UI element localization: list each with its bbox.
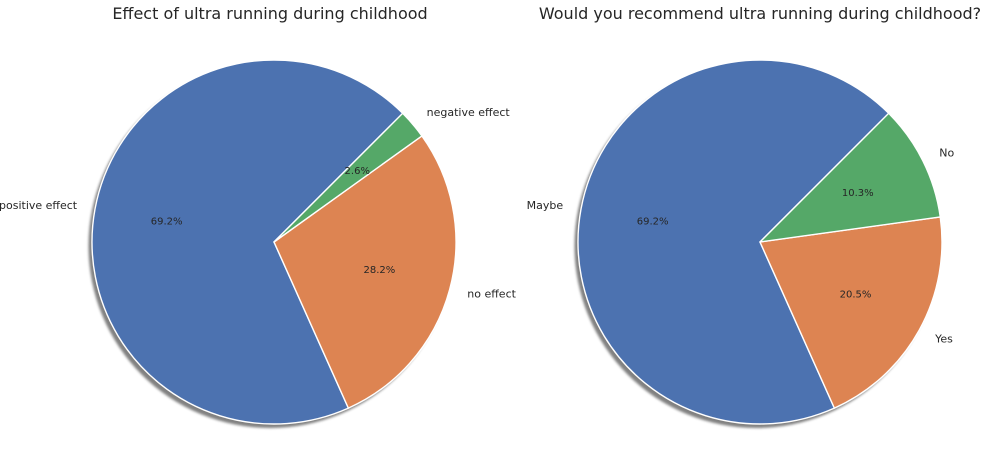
percent-label-maybe: 69.2% [637, 217, 669, 228]
slice-label-maybe: Maybe [527, 199, 564, 212]
percent-label-negative-effect: 2.6% [345, 166, 370, 177]
slice-label-no: No [939, 146, 954, 159]
pie-chart-recommendation: Would you recommend ultra running during… [527, 4, 981, 428]
percent-label-positive-effect: 69.2% [151, 217, 183, 228]
pie-chart-childhood-effect: Effect of ultra running during childhood… [0, 4, 517, 428]
slice-label-no-effect: no effect [467, 288, 516, 301]
percent-label-yes: 20.5% [840, 289, 872, 300]
pie-slice-yes [759, 216, 943, 409]
chart-title-recommendation: Would you recommend ultra running during… [539, 4, 981, 23]
chart-title-childhood-effect: Effect of ultra running during childhood [112, 4, 427, 23]
pie-slice-negative-effect [273, 112, 423, 243]
pie-slice-no [759, 112, 941, 243]
pie-slice-no-effect [273, 135, 457, 409]
pie-slice-positive-effect [91, 59, 404, 425]
slice-label-yes: Yes [934, 333, 953, 346]
slice-label-positive-effect: positive effect [0, 199, 78, 212]
pie-slice-maybe [577, 59, 890, 425]
slice-label-negative-effect: negative effect [427, 106, 511, 119]
percent-label-no: 10.3% [842, 188, 874, 199]
percent-label-no-effect: 28.2% [364, 265, 396, 276]
